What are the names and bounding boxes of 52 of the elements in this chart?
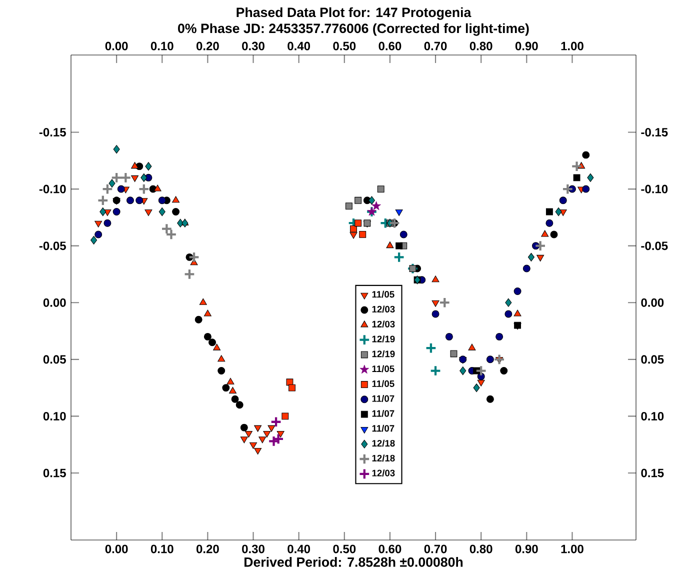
x2-tick-label: 0.20	[196, 544, 219, 554]
x2-tick-label: 0.10	[150, 544, 174, 554]
x2-tick-label: 0.30	[242, 544, 264, 554]
legend-label: 12/18	[372, 454, 395, 462]
y2-tick-label: -0.10	[641, 184, 668, 194]
x2-tick-label: 0.50	[333, 544, 356, 554]
y2-tick-label: 0.15	[641, 468, 664, 478]
legend-label: 12/03	[372, 306, 395, 313]
legend-label: 11/05	[372, 290, 394, 298]
y-tick-label: -0.10	[39, 184, 66, 194]
y-tick-label: -0.05	[39, 242, 66, 250]
x-tick-label: 0.80	[470, 42, 492, 50]
y-tick-label: 0.15	[43, 468, 66, 478]
y2-tick-label: 0.05	[641, 355, 664, 364]
y-tick-label: -0.15	[39, 128, 66, 136]
legend-label: 11/05	[372, 365, 394, 372]
x2-tick-label: 0.40	[288, 544, 310, 554]
x-tick-label: 0.10	[150, 42, 174, 50]
x2-tick-label: 0.60	[378, 544, 402, 554]
x-axis-title: Derived Period: 7.8528h ±0.00080h	[244, 557, 463, 567]
x-tick-label: 0.20	[196, 42, 219, 50]
chart-subtitle: 0% Phase JD: 2453357.776006 (Corrected for light-time)	[178, 23, 529, 36]
x-tick-label: 0.00	[105, 42, 128, 50]
x-tick-label: 0.60	[378, 42, 402, 50]
legend-label: 11/07	[372, 424, 394, 432]
y2-tick-label: 0.00	[641, 298, 664, 307]
x-tick-label: 0.40	[288, 42, 310, 50]
x2-tick-label: 0.80	[470, 544, 492, 554]
x-tick-label: 0.70	[424, 42, 447, 50]
x-tick-label: 0.90	[515, 42, 538, 50]
legend-label: 12/03	[372, 470, 395, 476]
y-tick-label: 0.00	[43, 298, 66, 307]
legend-label: 12/03	[372, 320, 395, 328]
y2-tick-label: 0.10	[641, 412, 664, 420]
legend-label: 11/05	[372, 380, 394, 388]
y-tick-label: 0.10	[43, 412, 66, 420]
x2-tick-label: 0.90	[515, 544, 538, 554]
x2-tick-label: 0.70	[424, 544, 447, 554]
legend-label: 12/18	[372, 440, 395, 447]
chart-title: Phased Data Plot for: 147 Protogenia	[236, 7, 472, 20]
x-tick-label: 0.30	[242, 42, 264, 50]
y-tick-label: 0.05	[43, 355, 66, 364]
legend-label: 11/07	[372, 395, 394, 402]
x-tick-label: 1.00	[561, 42, 584, 50]
y2-tick-label: -0.05	[641, 242, 668, 250]
y2-tick-label: -0.15	[641, 128, 668, 136]
legend-label: 12/19	[372, 335, 395, 342]
legend-label: 11/07	[372, 410, 394, 417]
x2-tick-label: 0.00	[105, 544, 128, 554]
legend-label: 12/19	[372, 350, 395, 358]
x-tick-label: 0.50	[333, 42, 356, 50]
x2-tick-label: 1.00	[561, 544, 584, 554]
